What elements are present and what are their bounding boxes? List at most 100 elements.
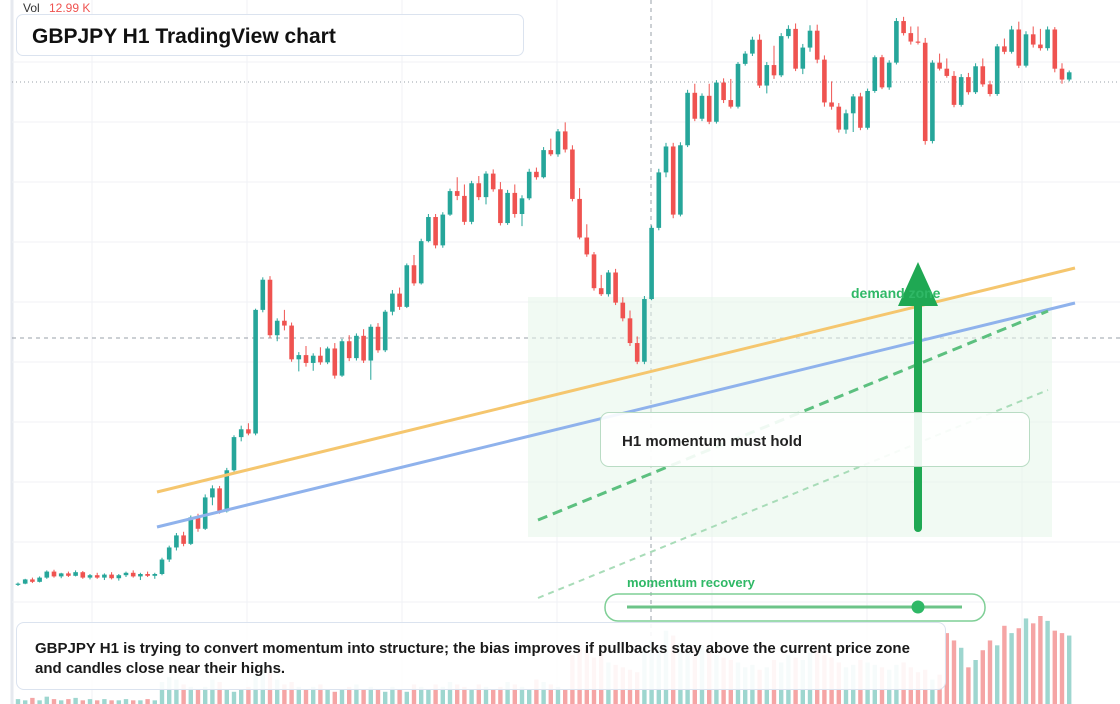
candle-body	[872, 57, 878, 91]
candle-body	[822, 59, 827, 103]
volume-bar	[354, 684, 359, 704]
candle-body	[66, 573, 71, 576]
volume-bar	[959, 647, 964, 704]
volume-bar	[51, 699, 57, 704]
volume-bar	[296, 686, 301, 704]
candle-body	[786, 28, 791, 37]
candle-body	[757, 39, 762, 86]
candle-body	[519, 198, 525, 215]
volume-bar	[980, 650, 985, 704]
candle-body	[620, 302, 626, 319]
candle-body	[58, 573, 64, 577]
candle-body	[858, 96, 863, 128]
candle-body	[123, 572, 129, 576]
candle-body	[584, 237, 590, 255]
candle-body	[490, 173, 496, 190]
volume-bar	[80, 700, 85, 704]
candle-body	[512, 192, 518, 215]
candle-body	[577, 198, 582, 238]
volume-bar	[1031, 623, 1036, 704]
candle-body	[994, 46, 1000, 95]
candle-body	[238, 429, 244, 438]
candle-body	[793, 28, 798, 69]
volume-bar	[159, 682, 165, 704]
volume-bar	[167, 677, 172, 704]
candle-body	[800, 47, 806, 69]
candle-body	[166, 547, 172, 560]
candle-body	[1009, 29, 1014, 52]
candle-body	[1038, 44, 1043, 49]
candle-body	[714, 82, 719, 122]
candle-body	[246, 429, 251, 434]
candle-body	[642, 299, 647, 362]
volume-bar	[303, 689, 309, 704]
candle-body	[930, 62, 935, 142]
candle-body	[1052, 29, 1058, 69]
candle-body	[289, 325, 294, 360]
candle-body	[562, 131, 568, 150]
volume-bar	[195, 689, 201, 704]
candle-body	[894, 21, 899, 63]
volume-bar	[383, 691, 388, 704]
volume-bar	[469, 689, 474, 704]
volume-bar	[123, 699, 129, 704]
volume-bar	[1045, 620, 1050, 704]
volume-bar	[433, 684, 438, 704]
candle-body	[1066, 72, 1072, 80]
candle-body	[318, 355, 323, 363]
candle-body	[80, 572, 86, 578]
volume-bar	[534, 679, 539, 704]
candle-body	[944, 68, 950, 76]
volume-bar	[361, 689, 366, 704]
volume-bar	[397, 689, 402, 704]
candle-body	[15, 583, 21, 585]
candle-body	[260, 279, 266, 310]
candle-body	[210, 488, 215, 498]
candle-body	[469, 183, 474, 222]
volume-bar	[527, 689, 532, 704]
candle-body	[606, 272, 611, 295]
light-dashed-trendline	[537, 389, 1049, 599]
volume-bar	[491, 689, 496, 704]
volume-label: Vol	[23, 1, 40, 15]
volume-bar	[44, 696, 49, 704]
volume-bar	[419, 686, 424, 704]
volume-bar	[930, 679, 935, 704]
volume-bar	[1038, 616, 1043, 704]
volume-bar	[390, 686, 395, 704]
volume-bar	[440, 686, 445, 704]
candle-body	[418, 241, 424, 284]
candle-body	[973, 66, 978, 93]
candle-body	[555, 131, 561, 155]
volume-bar	[246, 686, 251, 704]
candle-body	[404, 265, 410, 307]
volume-bar	[987, 640, 993, 704]
candle-body	[368, 326, 374, 361]
candle-body	[699, 95, 705, 119]
volume-bar	[318, 684, 323, 704]
candle-body	[778, 36, 784, 76]
candle-body	[634, 343, 640, 362]
candle-body	[908, 33, 914, 42]
volume-bar	[188, 686, 193, 704]
candle-body	[102, 574, 107, 578]
analysis-summary-text: GBPJPY H1 is trying to convert momentum …	[35, 640, 910, 677]
candle-body	[483, 173, 489, 198]
candle-body	[116, 575, 122, 579]
candle-body	[109, 574, 114, 579]
candle-body	[231, 437, 237, 471]
volume-bar	[332, 691, 337, 704]
volume-bar	[951, 640, 957, 704]
momentum-recovery-label: momentum recovery	[627, 575, 755, 590]
candle-body	[411, 265, 417, 284]
candle-body	[440, 214, 446, 246]
candle-body	[922, 42, 928, 142]
candle-body	[966, 77, 971, 93]
momentum-callout[interactable]: H1 momentum must hold	[600, 412, 1030, 467]
candle-body	[130, 572, 136, 577]
candle-body	[217, 488, 222, 512]
volume-bar	[203, 686, 208, 704]
candle-body	[886, 62, 892, 88]
candle-body	[354, 335, 359, 359]
